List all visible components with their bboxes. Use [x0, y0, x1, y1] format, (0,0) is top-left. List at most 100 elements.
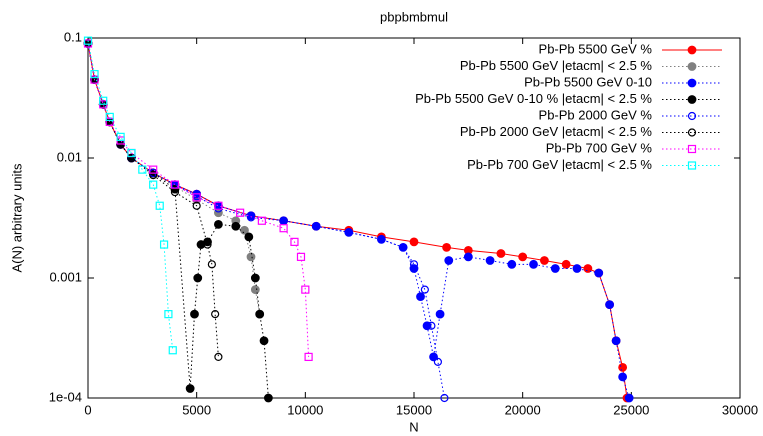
data-point — [257, 216, 266, 225]
data-point — [250, 285, 260, 295]
data-point — [231, 221, 241, 231]
x-tick-label: 15000 — [396, 402, 432, 417]
data-point — [540, 256, 549, 265]
y-tick-label: 0.001 — [49, 269, 82, 284]
data-point — [149, 180, 158, 189]
legend-marker — [687, 45, 697, 55]
y-tick-label: 1e-04 — [49, 389, 82, 404]
chart-title: pbpbmbmul — [380, 9, 448, 24]
data-point — [420, 285, 429, 294]
data-point — [507, 259, 517, 269]
data-point — [344, 228, 353, 237]
data-point — [214, 201, 223, 210]
data-point — [116, 132, 125, 141]
data-point — [496, 249, 506, 258]
legend-marker — [687, 128, 697, 137]
data-point — [127, 153, 136, 163]
data-point — [99, 96, 108, 105]
data-point — [427, 321, 436, 330]
x-tick-label: 25000 — [613, 402, 649, 417]
data-point — [312, 222, 321, 231]
legend-label: Pb-Pb 700 GeV |etacm| < 2.5 % — [467, 157, 652, 172]
legend-label: Pb-Pb 2000 GeV |etacm| < 2.5 % — [460, 124, 653, 139]
data-point — [618, 362, 628, 372]
data-point — [170, 180, 180, 189]
data-point — [301, 285, 310, 294]
legend-label: Pb-Pb 700 GeV % — [546, 140, 653, 155]
data-point — [203, 240, 212, 249]
data-point — [246, 213, 256, 222]
data-point — [435, 309, 445, 319]
data-point — [192, 201, 201, 210]
data-point — [168, 346, 177, 355]
legend-marker — [687, 161, 697, 170]
x-tick-label: 20000 — [505, 402, 541, 417]
data-point — [203, 237, 212, 247]
series-line — [87, 40, 174, 351]
data-point — [250, 273, 260, 283]
y-tick-label: 0.1 — [64, 29, 82, 44]
y-axis-label: A(N) arbitrary units — [9, 163, 24, 273]
series-line — [87, 43, 219, 357]
x-tick-label: 0 — [84, 402, 91, 417]
data-point — [255, 309, 265, 319]
data-point — [185, 384, 195, 393]
data-point — [127, 148, 136, 158]
data-point — [399, 243, 408, 252]
legend-marker — [687, 78, 697, 88]
data-point — [583, 264, 593, 273]
data-point — [155, 201, 164, 210]
data-point — [618, 372, 628, 382]
data-point — [246, 252, 256, 262]
data-point — [138, 165, 147, 174]
data-point — [244, 232, 254, 242]
data-point — [263, 393, 273, 403]
data-point — [192, 193, 201, 202]
data-point — [605, 300, 614, 310]
data-point — [193, 273, 203, 283]
data-point — [105, 117, 114, 126]
legend-label: Pb-Pb 2000 GeV % — [539, 107, 653, 122]
data-point — [213, 219, 223, 229]
data-point — [290, 237, 299, 246]
data-point — [259, 336, 269, 346]
data-point — [409, 237, 419, 247]
x-tick-label: 5000 — [182, 402, 211, 417]
data-point — [444, 256, 454, 265]
data-point — [207, 260, 216, 269]
x-tick-label: 30000 — [722, 402, 758, 417]
data-point — [304, 352, 313, 362]
data-point — [416, 292, 425, 301]
data-point — [279, 224, 288, 233]
y-tick-label: 0.01 — [57, 149, 82, 164]
legend-marker — [687, 95, 697, 104]
data-point — [214, 352, 223, 362]
data-point — [550, 264, 560, 273]
data-point — [442, 242, 452, 252]
data-point — [149, 165, 158, 174]
data-point — [561, 259, 571, 269]
data-point — [433, 357, 443, 366]
data-point — [190, 309, 199, 319]
data-point — [159, 240, 169, 249]
data-point — [572, 264, 582, 273]
legend-marker — [687, 111, 697, 121]
data-point — [83, 36, 93, 45]
legend-label: Pb-Pb 5500 GeV % — [539, 41, 653, 56]
series-line — [87, 43, 445, 399]
data-point — [149, 171, 158, 180]
data-point — [164, 310, 173, 319]
data-point — [529, 259, 538, 269]
data-point — [518, 252, 528, 262]
data-point — [211, 310, 220, 319]
x-tick-label: 10000 — [287, 402, 323, 417]
data-point — [236, 208, 245, 217]
data-point — [463, 252, 473, 262]
data-point — [90, 70, 99, 79]
data-point — [440, 393, 449, 403]
data-point — [429, 352, 438, 362]
series-line — [87, 43, 269, 399]
x-axis-label: N — [409, 419, 418, 434]
data-point — [485, 256, 495, 265]
